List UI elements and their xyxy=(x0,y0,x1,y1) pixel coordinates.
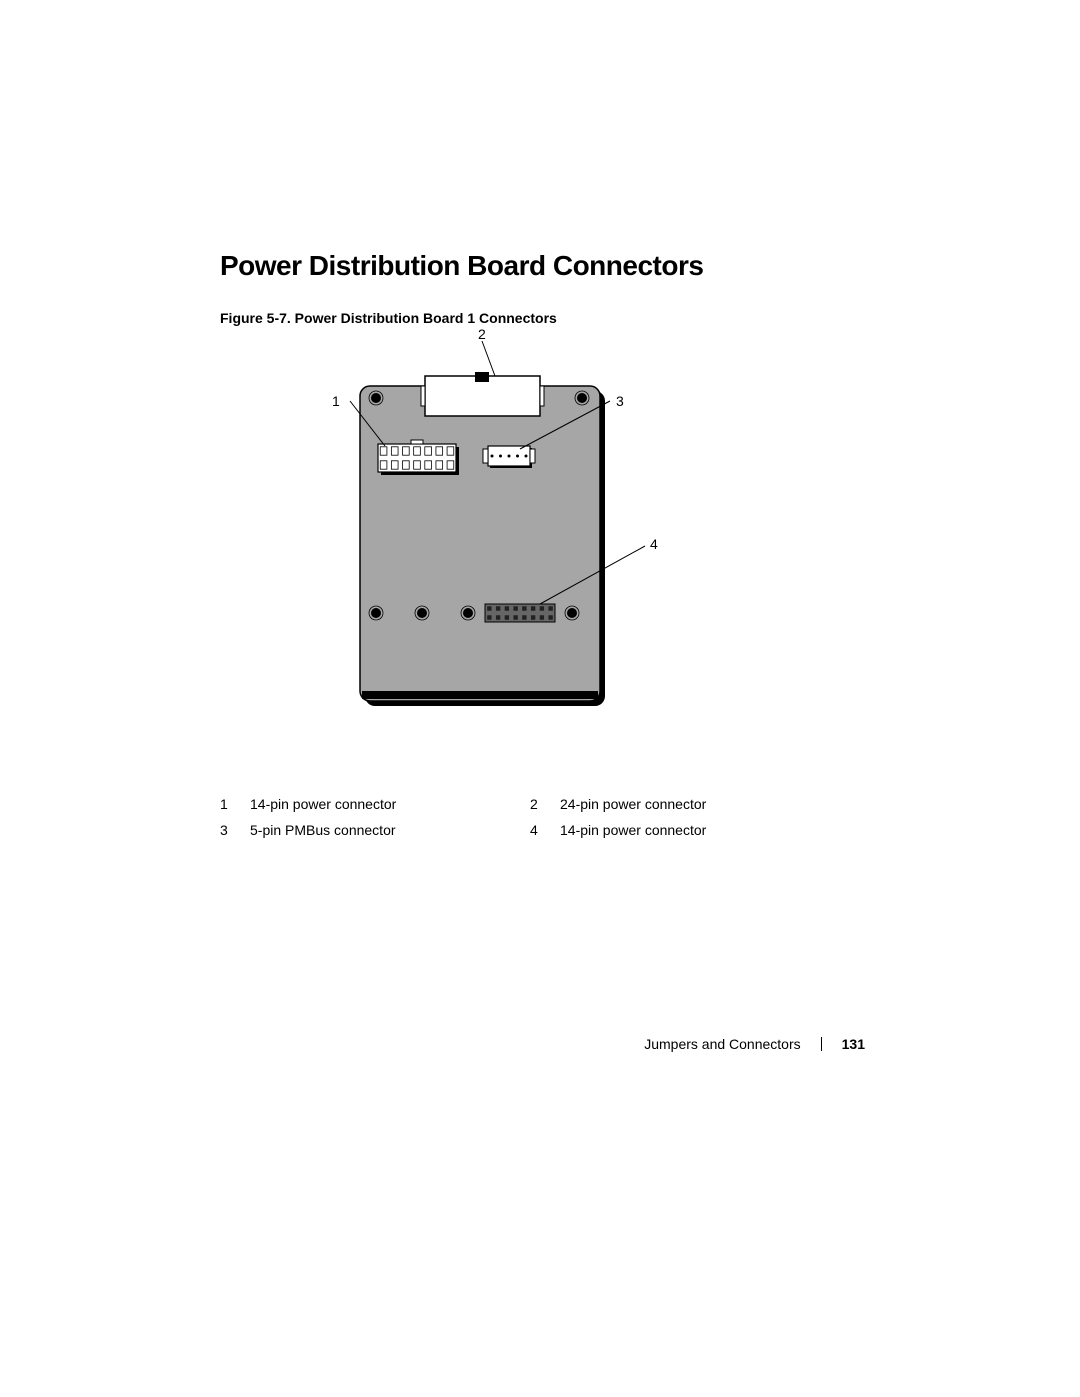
legend-cell: 3 5-pin PMBus connector xyxy=(220,822,530,838)
legend-cell: 2 24-pin power connector xyxy=(530,796,840,812)
page-content: Power Distribution Board Connectors Figu… xyxy=(220,250,880,848)
legend-text: 24-pin power connector xyxy=(560,796,706,812)
callout-2: 2 xyxy=(478,326,486,342)
legend-num: 1 xyxy=(220,796,250,812)
footer-separator xyxy=(821,1037,822,1051)
legend-cell: 1 14-pin power connector xyxy=(220,796,530,812)
callout-4: 4 xyxy=(650,536,658,552)
legend-row: 1 14-pin power connector 2 24-pin power … xyxy=(220,796,840,812)
legend-text: 5-pin PMBus connector xyxy=(250,822,396,838)
legend-num: 2 xyxy=(530,796,560,812)
footer-section: Jumpers and Connectors xyxy=(644,1036,800,1052)
diagram-container: 1 2 3 4 xyxy=(220,336,880,756)
callout-3: 3 xyxy=(616,393,624,409)
legend-num: 4 xyxy=(530,822,560,838)
legend-table: 1 14-pin power connector 2 24-pin power … xyxy=(220,796,840,838)
section-heading: Power Distribution Board Connectors xyxy=(220,250,880,282)
board-diagram xyxy=(220,336,880,756)
callout-1: 1 xyxy=(332,393,340,409)
legend-text: 14-pin power connector xyxy=(250,796,396,812)
legend-cell: 4 14-pin power connector xyxy=(530,822,840,838)
page-footer: Jumpers and Connectors 131 xyxy=(644,1036,865,1052)
legend-row: 3 5-pin PMBus connector 4 14-pin power c… xyxy=(220,822,840,838)
footer-page-number: 131 xyxy=(842,1036,865,1052)
legend-num: 3 xyxy=(220,822,250,838)
figure-caption: Figure 5-7. Power Distribution Board 1 C… xyxy=(220,310,880,326)
legend-text: 14-pin power connector xyxy=(560,822,706,838)
